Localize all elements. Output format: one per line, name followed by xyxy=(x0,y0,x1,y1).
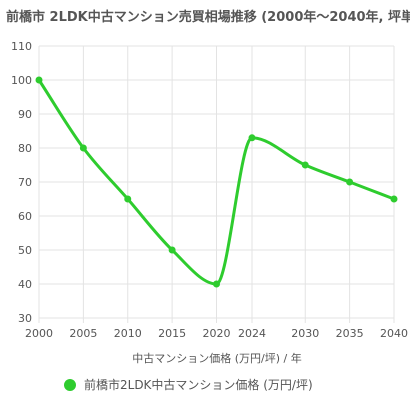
x-tick-label: 2005 xyxy=(69,327,97,340)
x-tick-labels: 2000 2005 2010 2015 2020 2024 2030 2035 2040 xyxy=(25,327,408,340)
data-point[interactable] xyxy=(35,76,43,84)
x-tick-label: 2035 xyxy=(336,327,364,340)
legend-label: 前橋市2LDK中古マンション価格 (万円/坪) xyxy=(84,377,313,392)
y-tick-label: 110 xyxy=(11,40,32,53)
data-point[interactable] xyxy=(346,178,354,186)
x-tick-label: 2024 xyxy=(238,327,266,340)
y-tick-label: 80 xyxy=(18,142,32,155)
y-tick-label: 30 xyxy=(18,312,32,325)
x-tick-label: 2015 xyxy=(158,327,186,340)
grid-lines xyxy=(38,45,395,323)
data-point[interactable] xyxy=(168,246,176,254)
data-point[interactable] xyxy=(248,134,256,142)
x-tick-label: 2010 xyxy=(114,327,142,340)
y-tick-labels: 30 40 50 60 70 80 90 100 110 xyxy=(11,40,32,325)
data-points xyxy=(35,76,398,288)
legend-swatch xyxy=(64,379,76,391)
data-point[interactable] xyxy=(390,195,398,203)
chart-title: 前橋市 2LDK中古マンション売買相場推移 (2000年〜2040年, 坪単価) xyxy=(6,9,410,25)
data-point[interactable] xyxy=(79,144,87,152)
y-tick-label: 60 xyxy=(18,210,32,223)
x-tick-label: 2040 xyxy=(380,327,408,340)
data-point[interactable] xyxy=(301,161,309,169)
data-point[interactable] xyxy=(124,195,132,203)
y-tick-label: 90 xyxy=(18,108,32,121)
y-tick-label: 40 xyxy=(18,278,32,291)
y-tick-label: 50 xyxy=(18,244,32,257)
x-tick-label: 2020 xyxy=(203,327,231,340)
y-tick-label: 100 xyxy=(11,74,32,87)
legend[interactable]: 前橋市2LDK中古マンション価格 (万円/坪) xyxy=(64,377,313,392)
x-axis-label: 中古マンション価格 (万円/坪) / 年 xyxy=(132,351,301,365)
y-tick-label: 70 xyxy=(18,176,32,189)
x-tick-label: 2000 xyxy=(25,327,53,340)
x-tick-label: 2030 xyxy=(291,327,319,340)
data-point[interactable] xyxy=(213,280,220,288)
